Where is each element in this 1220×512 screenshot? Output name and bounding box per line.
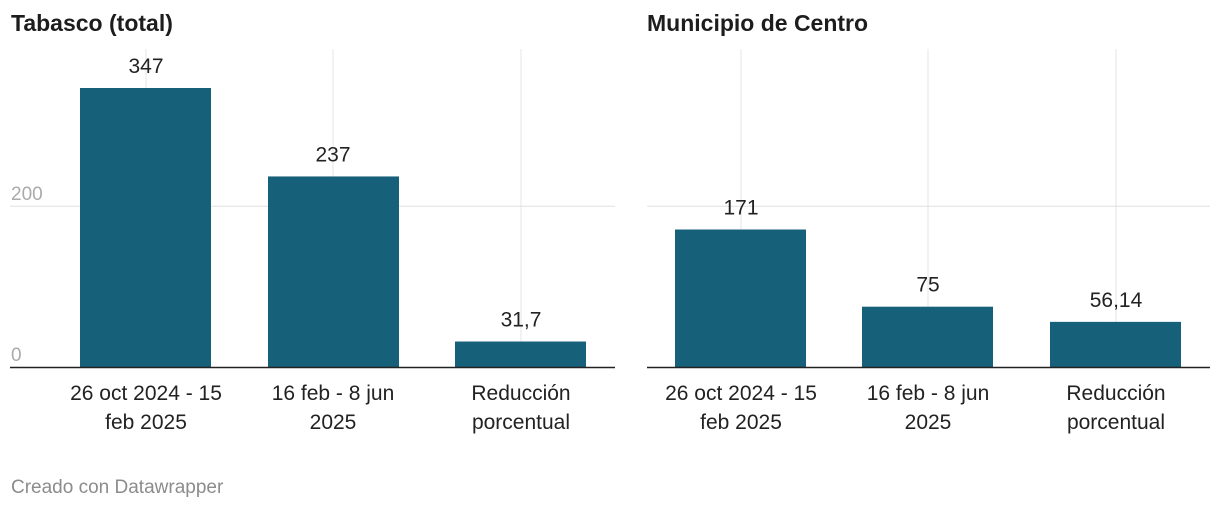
bar (1050, 321, 1181, 367)
category-label: porcentual (472, 411, 570, 434)
footer-credit: Creado con Datawrapper (11, 477, 224, 498)
category-label: feb 2025 (105, 411, 187, 434)
bar (455, 341, 586, 367)
panel-title-tabasco: Tabasco (total) (11, 10, 173, 36)
data-label: 75 (916, 274, 939, 297)
category-label: 16 feb - 8 jun (272, 382, 395, 405)
data-label: 171 (723, 197, 758, 220)
category-label: Reducción (1066, 382, 1165, 405)
category-label: porcentual (1067, 411, 1165, 434)
category-label: 16 feb - 8 jun (867, 382, 990, 405)
category-label: 2025 (310, 411, 357, 434)
bar (268, 176, 399, 367)
bar (862, 306, 993, 367)
category-label: 26 oct 2024 - 15 (665, 382, 817, 405)
category-label: 26 oct 2024 - 15 (70, 382, 222, 405)
y-tick-label: 0 (11, 345, 22, 366)
data-label: 347 (128, 55, 163, 78)
data-label: 237 (315, 143, 350, 166)
y-tick-label: 200 (11, 184, 43, 205)
data-label: 56,14 (1090, 289, 1143, 312)
bar (80, 88, 211, 367)
panel-title-centro: Municipio de Centro (647, 10, 869, 36)
bar (675, 229, 806, 367)
data-label: 31,7 (501, 309, 542, 332)
category-label: feb 2025 (700, 411, 782, 434)
category-label: Reducción (471, 382, 570, 405)
category-label: 2025 (905, 411, 952, 434)
